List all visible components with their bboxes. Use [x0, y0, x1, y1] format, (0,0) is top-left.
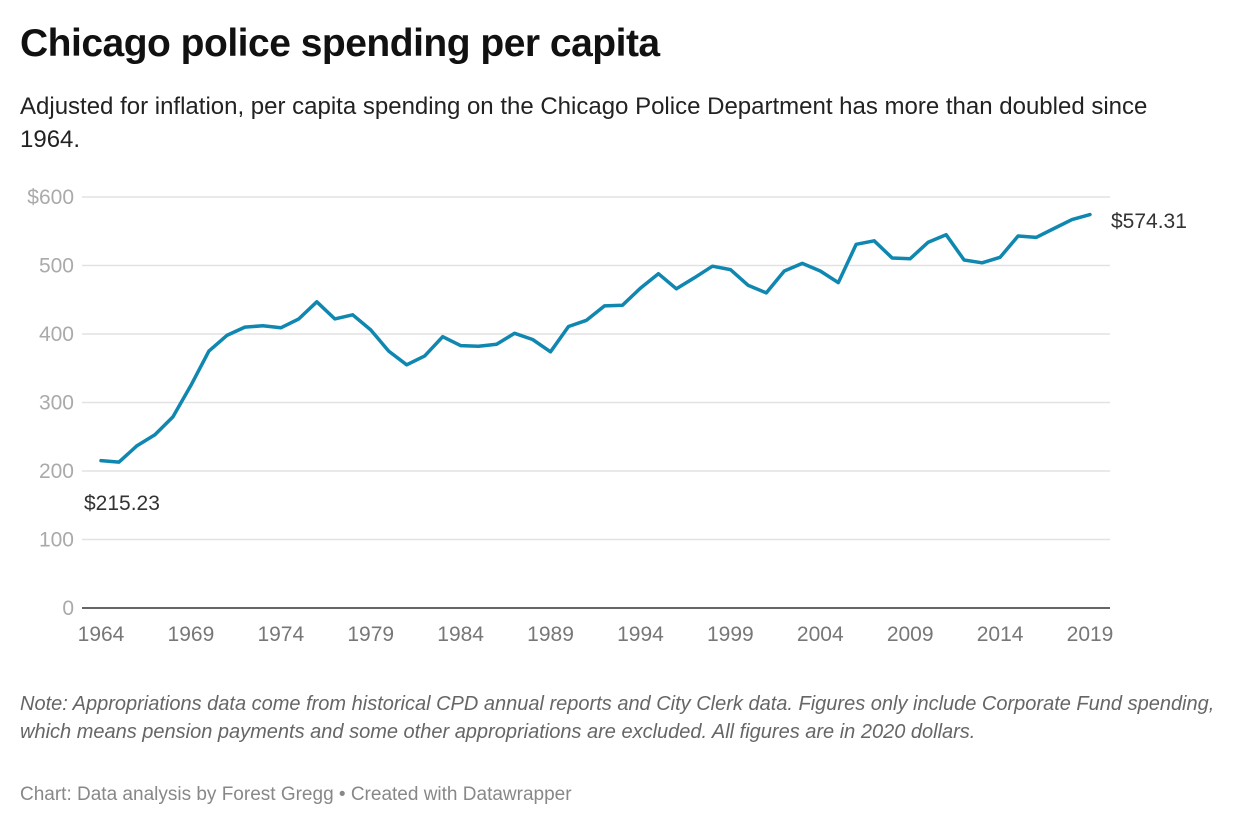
x-tick-label: 1999: [707, 623, 754, 646]
x-tick-label: 1984: [437, 623, 484, 646]
y-tick-label: 400: [39, 323, 74, 346]
y-tick-label: $600: [27, 186, 74, 209]
line-chart: 0 100 200 300 400 500 $600 1964 1969 1974 1979 1984…: [27, 186, 1187, 646]
y-tick-label: 500: [39, 255, 74, 278]
chart-subtitle: Adjusted for inflation, per capita spend…: [20, 93, 1148, 153]
chart-note: Note: Appropriations data come from hist…: [20, 693, 1215, 743]
chart-title: Chicago police spending per capita: [20, 22, 660, 65]
end-value-label: $574.31: [1111, 210, 1187, 233]
data-line: [99, 212, 1092, 464]
chart-source: Chart: Data analysis by Forest Gregg • C…: [20, 784, 572, 805]
x-tick-label: 2019: [1067, 623, 1114, 646]
x-tick-label: 1974: [257, 623, 304, 646]
y-tick-label: 200: [39, 460, 74, 483]
y-tick-label: 0: [62, 597, 74, 620]
x-tick-label: 1969: [168, 623, 215, 646]
x-tick-label: 2004: [797, 623, 844, 646]
x-tick-label: 1994: [617, 623, 664, 646]
x-tick-label: 1989: [527, 623, 574, 646]
y-tick-label: 300: [39, 392, 74, 415]
x-tick-label: 2014: [977, 623, 1024, 646]
x-tick-label: 2009: [887, 623, 934, 646]
y-tick-label: 100: [39, 529, 74, 552]
x-tick-label: 1964: [78, 623, 125, 646]
x-tick-label: 1979: [347, 623, 394, 646]
start-value-label: $215.23: [84, 492, 160, 515]
